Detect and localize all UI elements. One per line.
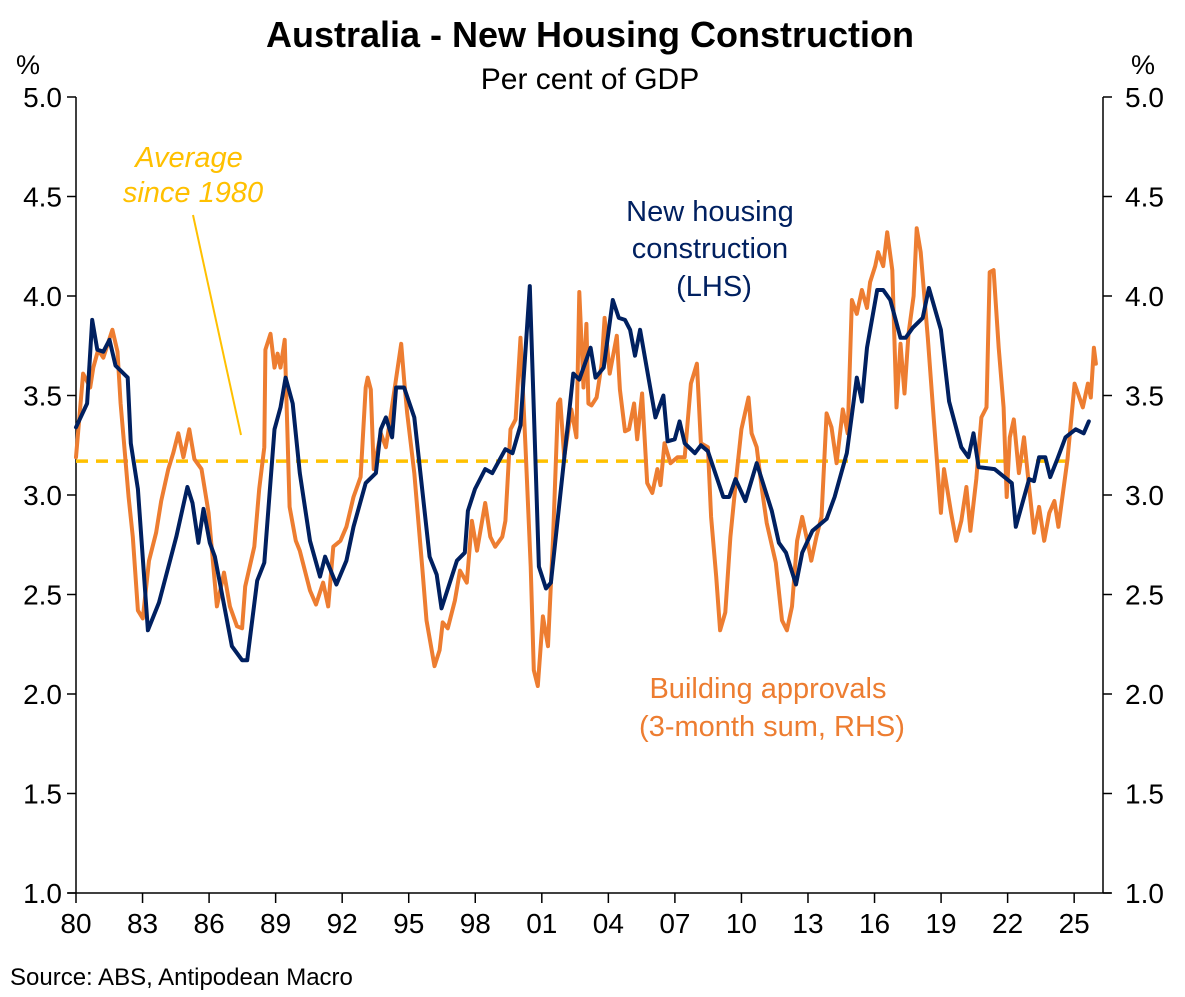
x-tick-label: 98 [460,908,491,939]
x-tick-label: 92 [327,908,358,939]
right-y-tick-label: 1.5 [1125,779,1164,810]
x-tick-label: 95 [393,908,424,939]
right-y-tick-label: 2.5 [1125,580,1164,611]
left-axis-unit: % [16,50,40,80]
left-y-tick-label: 2.0 [23,679,62,710]
approvals-label-line-1: Building approvals [649,673,886,705]
right-axis-unit: % [1131,50,1155,80]
x-tick-label: 04 [593,908,624,939]
construction-label-line-1: New housing [626,196,794,228]
right-y-tick-label: 4.0 [1125,281,1164,312]
left-y-tick-label: 1.0 [23,878,62,909]
x-tick-label: 01 [526,908,557,939]
x-tick-label: 83 [127,908,158,939]
approvals-series-label: Building approvals (3-month sum, RHS) [639,673,905,743]
left-y-tick-label: 5.0 [23,82,62,113]
x-tick-label: 80 [60,908,91,939]
construction-line [74,284,1091,663]
x-tick-label: 10 [726,908,757,939]
chart-subtitle: Per cent of GDP [481,63,699,96]
right-y-tick-label: 5.0 [1125,82,1164,113]
right-y-tick-label: 3.5 [1125,381,1164,412]
construction-label-line-2: construction [632,233,788,265]
average-annotation-pointer [192,214,242,436]
approvals-line [74,226,1098,688]
left-y-tick-label: 3.5 [23,381,62,412]
left-y-tick-label: 3.0 [23,480,62,511]
right-y-tick-label: 1.0 [1125,878,1164,909]
right-y-tick-label: 3.0 [1125,480,1164,511]
x-tick-label: 89 [260,908,291,939]
left-y-tick-label: 4.5 [23,182,62,213]
approvals-label-line-2: (3-month sum, RHS) [639,711,905,743]
left-y-tick-label: 4.0 [23,281,62,312]
average-label-line-2: since 1980 [123,177,263,209]
left-y-tick-label: 2.5 [23,580,62,611]
x-tick-label: 16 [859,908,890,939]
x-tick-label: 13 [792,908,823,939]
right-y-tick-label: 2.0 [1125,679,1164,710]
construction-label-line-3: (LHS) [676,271,752,303]
x-tick-label: 22 [992,908,1023,939]
construction-series-label: New housing construction (LHS) [626,196,802,303]
chart-title: Australia - New Housing Construction [266,14,914,55]
x-tick-label: 86 [194,908,225,939]
x-tick-label: 07 [659,908,690,939]
x-tick-label: 25 [1059,908,1090,939]
right-y-tick-label: 4.5 [1125,182,1164,213]
average-label-line-1: Average [133,142,243,174]
x-tick-label: 19 [925,908,956,939]
left-y-tick-label: 1.5 [23,779,62,810]
source-note: Source: ABS, Antipodean Macro [10,964,353,991]
average-annotation: Average since 1980 [123,142,263,209]
